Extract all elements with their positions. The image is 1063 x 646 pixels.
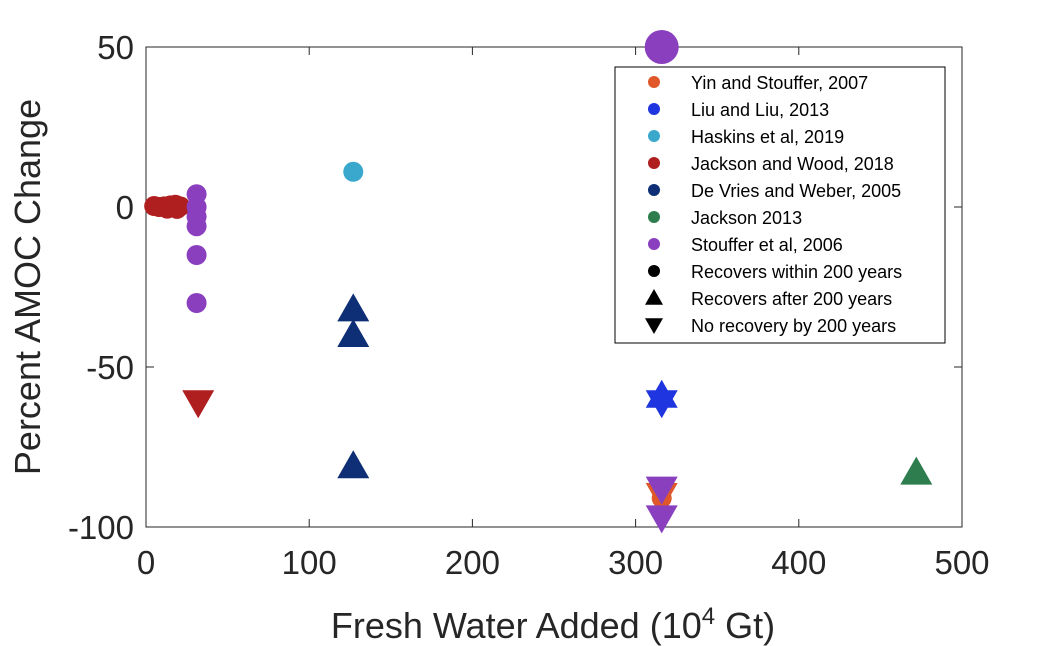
legend-marker [648, 157, 660, 169]
legend-label: Recovers after 200 years [691, 289, 892, 309]
legend-label: No recovery by 200 years [691, 316, 896, 336]
axis-ticks [145, 46, 963, 528]
data-point [645, 476, 678, 505]
legend-label: Stouffer et al, 2006 [691, 235, 843, 255]
y-tick-label: -50 [86, 349, 134, 386]
legend-label: Jackson and Wood, 2018 [691, 154, 894, 174]
legend-box [614, 66, 946, 344]
data-markers [144, 30, 933, 534]
data-point [337, 293, 370, 322]
legend-marker [648, 130, 660, 142]
legend-label: Haskins et al, 2019 [691, 127, 844, 147]
legend-marker [648, 76, 660, 88]
legend-marker [648, 103, 660, 115]
data-point [186, 216, 207, 237]
legend-marker [648, 265, 660, 277]
legend-marker [648, 211, 660, 223]
data-point [900, 456, 933, 485]
legend: Yin and Stouffer, 2007 Liu and Liu, 2013 H… [614, 66, 946, 344]
y-tick-label: 50 [97, 29, 134, 66]
legend-marker [645, 318, 663, 334]
legend-label: Recovers within 200 years [691, 262, 902, 282]
x-axis-label-superscript: 4 [702, 603, 715, 630]
x-tick-label: 500 [934, 544, 989, 581]
legend-label: Liu and Liu, 2013 [691, 100, 829, 120]
legend-marker [648, 238, 660, 250]
data-point [645, 390, 678, 419]
data-point [644, 30, 679, 64]
x-axis-label-suffix: Gt) [715, 605, 775, 646]
y-axis-label: Percent AMOC Change [7, 99, 48, 475]
x-axis-label-main: Fresh Water Added (10 [331, 605, 702, 646]
x-tick-label: 200 [445, 544, 500, 581]
y-tick-label: 0 [116, 189, 134, 226]
legend-items: Yin and Stouffer, 2007 Liu and Liu, 2013 H… [645, 73, 902, 336]
tick-labels: 0 100 200 300 400 500 -100 -50 0 50 [68, 29, 990, 581]
x-axis-label: Fresh Water Added (104 Gt) [331, 603, 775, 646]
data-point [343, 161, 364, 182]
data-point [337, 319, 370, 347]
data-point [186, 293, 207, 313]
legend-label: Jackson 2013 [691, 208, 802, 228]
legend-label: Yin and Stouffer, 2007 [691, 73, 868, 93]
x-tick-label: 300 [608, 544, 663, 581]
y-tick-label: -100 [68, 509, 134, 546]
x-tick-label: 100 [282, 544, 337, 581]
data-point [182, 390, 215, 419]
legend-marker [645, 289, 663, 305]
legend-label: De Vries and Weber, 2005 [691, 181, 901, 201]
data-point [645, 505, 678, 534]
x-tick-label: 400 [771, 544, 826, 581]
data-point [337, 450, 370, 479]
data-point [170, 196, 191, 217]
legend-marker [648, 184, 660, 196]
data-point [186, 245, 207, 265]
x-tick-label: 0 [137, 544, 155, 581]
